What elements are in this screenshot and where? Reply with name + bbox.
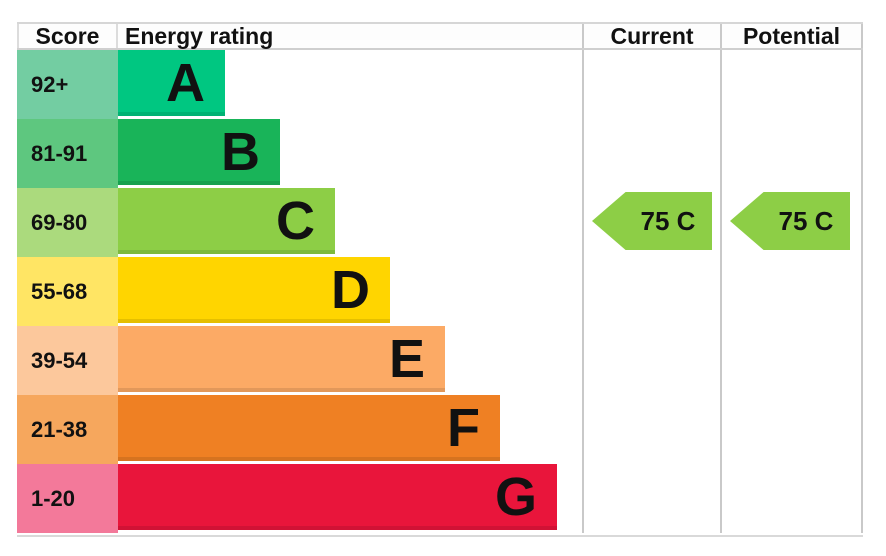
band-letter: E bbox=[388, 329, 425, 389]
potential-rating-value: 75 C bbox=[778, 205, 834, 236]
band-letter: G bbox=[494, 467, 537, 527]
header-energy-rating: Energy rating bbox=[125, 22, 274, 49]
potential-rating-arrow: 75 C bbox=[730, 192, 850, 250]
band-letter: C bbox=[276, 191, 315, 251]
band-row-d: 55-68 D bbox=[17, 257, 863, 326]
band-bar: C bbox=[118, 188, 335, 254]
current-rating-value: 75 C bbox=[640, 205, 696, 236]
band-row-f: 21-38 F bbox=[17, 395, 863, 464]
band-row-b: 81-91 B bbox=[17, 119, 863, 188]
potential-column: 75 C bbox=[720, 50, 863, 533]
score-cell: 69-80 bbox=[17, 188, 118, 257]
band-row-a: 92+ A bbox=[17, 50, 863, 119]
band-letter: B bbox=[221, 122, 260, 182]
table-header: Score Energy rating Current Potential bbox=[17, 22, 863, 50]
band-row-c: 69-80 C bbox=[17, 188, 863, 257]
band-rows: 92+ A 81-91 B 69-80 C 55-68 D 39-54 E 21… bbox=[17, 50, 863, 533]
band-bar: F bbox=[118, 395, 500, 461]
score-cell: 55-68 bbox=[17, 257, 118, 326]
header-current: Current bbox=[582, 23, 720, 49]
epc-rating-table: Score Energy rating Current Potential 92… bbox=[17, 22, 863, 537]
band-letter: F bbox=[447, 398, 480, 458]
score-cell: 21-38 bbox=[17, 395, 118, 464]
header-score: Score bbox=[17, 23, 118, 49]
band-bar: G bbox=[118, 464, 557, 530]
band-bar: E bbox=[118, 326, 445, 392]
band-bar: D bbox=[118, 257, 390, 323]
score-cell: 1-20 bbox=[17, 464, 118, 533]
current-rating-arrow: 75 C bbox=[592, 192, 712, 250]
score-cell: 92+ bbox=[17, 50, 118, 119]
band-letter: D bbox=[331, 260, 370, 320]
header-potential: Potential bbox=[720, 23, 863, 49]
current-column: 75 C bbox=[582, 50, 720, 533]
band-letter: A bbox=[166, 53, 205, 113]
score-cell: 81-91 bbox=[17, 119, 118, 188]
score-cell: 39-54 bbox=[17, 326, 118, 395]
band-bar: B bbox=[118, 119, 280, 185]
band-bar: A bbox=[118, 50, 225, 116]
band-row-g: 1-20 G bbox=[17, 464, 863, 533]
band-row-e: 39-54 E bbox=[17, 326, 863, 395]
